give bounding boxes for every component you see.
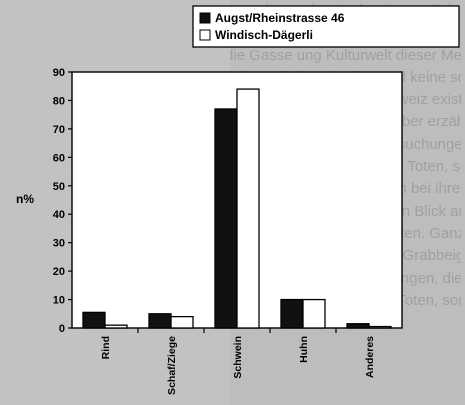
x-tick-label: Rind bbox=[100, 336, 112, 359]
y-tick-label: 0 bbox=[59, 323, 65, 335]
bar-series-2-rind bbox=[104, 324, 128, 329]
y-tick-label: 20 bbox=[53, 266, 65, 278]
bar-series-1-anderes bbox=[346, 323, 370, 329]
y-tick-label: 50 bbox=[53, 181, 65, 193]
bar-series-2-schwein bbox=[236, 88, 260, 329]
bar-series-1-huhn bbox=[280, 298, 304, 329]
legend-box bbox=[192, 5, 460, 48]
y-tick-label: 10 bbox=[53, 295, 65, 307]
x-tick-label: Schaf/Ziege bbox=[166, 336, 178, 395]
legend-label-series-2: Windisch-Dägerli bbox=[215, 28, 313, 42]
bar-series-2-huhn bbox=[302, 298, 326, 329]
bar-series-1-schaf-ziege bbox=[148, 313, 172, 329]
y-axis-label: n% bbox=[16, 192, 34, 206]
y-tick-label: 40 bbox=[53, 209, 65, 221]
x-tick-label: Anderes bbox=[364, 336, 376, 378]
bar-series-2-anderes bbox=[368, 325, 392, 329]
legend-swatch-series-2 bbox=[199, 29, 211, 41]
legend-swatch-series-1 bbox=[199, 12, 211, 24]
y-tick-label: 60 bbox=[53, 152, 65, 164]
legend-label-series-1: Augst/Rheinstrasse 46 bbox=[215, 11, 345, 25]
bar-series-2-schaf-ziege bbox=[170, 315, 194, 329]
bar-series-1-rind bbox=[82, 311, 106, 329]
bar-series-1-schwein bbox=[214, 108, 238, 329]
legend: Augst/Rheinstrasse 46 Windisch-Dägerli bbox=[192, 5, 460, 48]
y-tick-label: 70 bbox=[53, 124, 65, 136]
y-tick-label: 30 bbox=[53, 238, 65, 250]
background-text-line: die Gasse ung Kulturwelt dieser Men- bbox=[225, 46, 461, 64]
y-tick-label: 80 bbox=[53, 95, 65, 107]
y-tick-label: 90 bbox=[53, 67, 65, 79]
x-tick-label: Huhn bbox=[298, 336, 310, 363]
x-tick-label: Schwein bbox=[232, 336, 244, 379]
plot-area: 0 10 20 30 40 50 60 70 80 90 Rind Schaf/Ziege Schwei… bbox=[53, 67, 403, 395]
